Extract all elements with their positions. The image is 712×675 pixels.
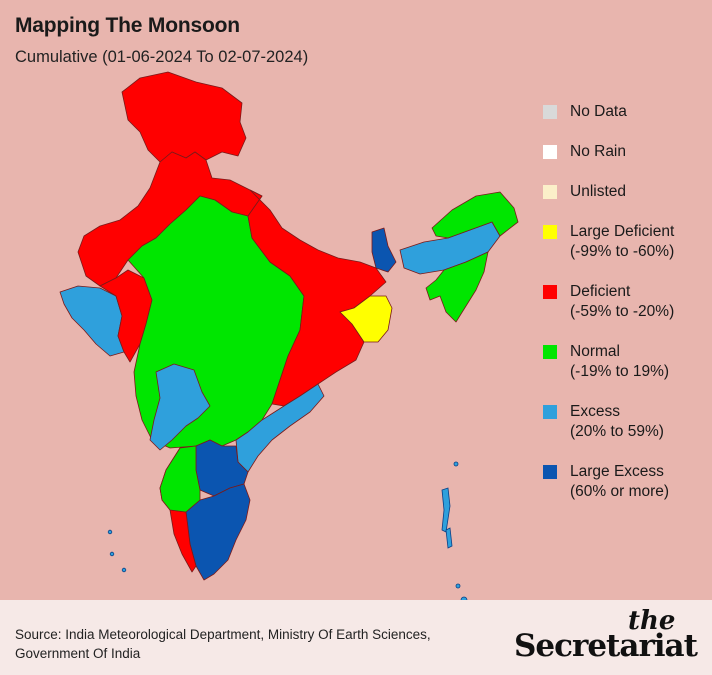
legend-swatch (543, 465, 557, 479)
legend-item: Large Deficient (-99% to -60%) (543, 222, 708, 262)
legend-range: (-59% to -20%) (570, 303, 675, 320)
legend-swatch (543, 185, 557, 199)
source-note: Source: India Meteorological Department,… (15, 627, 431, 661)
lakshadweep-island-1 (107, 529, 113, 535)
andaman-islands-south (445, 527, 453, 549)
legend-item: Normal (-19% to 19%) (543, 342, 708, 382)
legend-item: Excess (20% to 59%) (543, 402, 708, 442)
legend-range: (-19% to 19%) (570, 363, 670, 380)
legend-item: Unlisted (543, 182, 708, 202)
brand-logo-name: Secretariat (514, 628, 698, 664)
nicobar-island-2 (455, 583, 461, 589)
legend-swatch (543, 145, 557, 159)
lakshadweep-island-3 (121, 567, 127, 573)
region-maharashtra-excess (149, 363, 211, 451)
brand-logo-the: the (628, 606, 676, 636)
legend-range: (60% or more) (570, 483, 670, 500)
legend-swatch (543, 345, 557, 359)
region-sikkim (371, 227, 397, 273)
legend-item: Large Excess (60% or more) (543, 462, 708, 502)
legend-item: No Rain (543, 142, 708, 162)
legend-item: Deficient (-59% to -20%) (543, 282, 708, 322)
legend-swatch (543, 285, 557, 299)
region-assam (399, 221, 501, 275)
region-jharkhand-wb (339, 295, 393, 343)
region-gujarat (59, 285, 125, 357)
legend-swatch (543, 405, 557, 419)
legend-label: No Rain (570, 143, 626, 160)
india-rainfall-map (59, 71, 519, 600)
region-jammu-kashmir-ladakh (121, 71, 247, 163)
region-northeast (425, 191, 519, 323)
lakshadweep-island-2 (109, 551, 115, 557)
legend-swatch (543, 225, 557, 239)
legend-label: Normal (570, 343, 620, 360)
legend-swatch (543, 105, 557, 119)
nicobar-island-1 (453, 461, 459, 467)
legend-label: No Data (570, 103, 627, 120)
legend-label: Large Excess (570, 463, 664, 480)
legend-label: Large Deficient (570, 223, 675, 240)
map-title: Mapping The Monsoon (15, 14, 240, 37)
map-subtitle: Cumulative (01-06-2024 To 02-07-2024) (15, 48, 309, 66)
footer: Source: India Meteorological Department,… (0, 600, 712, 675)
legend-item: No Data (543, 102, 708, 122)
legend-label: Deficient (570, 283, 631, 300)
legend-label: Unlisted (570, 183, 626, 200)
region-karnataka-south (159, 445, 201, 513)
legend-range: (-99% to -60%) (570, 243, 675, 260)
region-tamil-nadu (185, 483, 251, 581)
legend-range: (20% to 59%) (570, 423, 664, 440)
legend-label: Excess (570, 403, 620, 420)
nicobar-island-3 (460, 596, 468, 600)
andaman-islands (441, 487, 451, 533)
region-east-coast (235, 383, 325, 473)
region-kerala (169, 509, 197, 573)
map-legend: No Data No Rain Unlisted Large Deficient (-9… (543, 102, 708, 522)
